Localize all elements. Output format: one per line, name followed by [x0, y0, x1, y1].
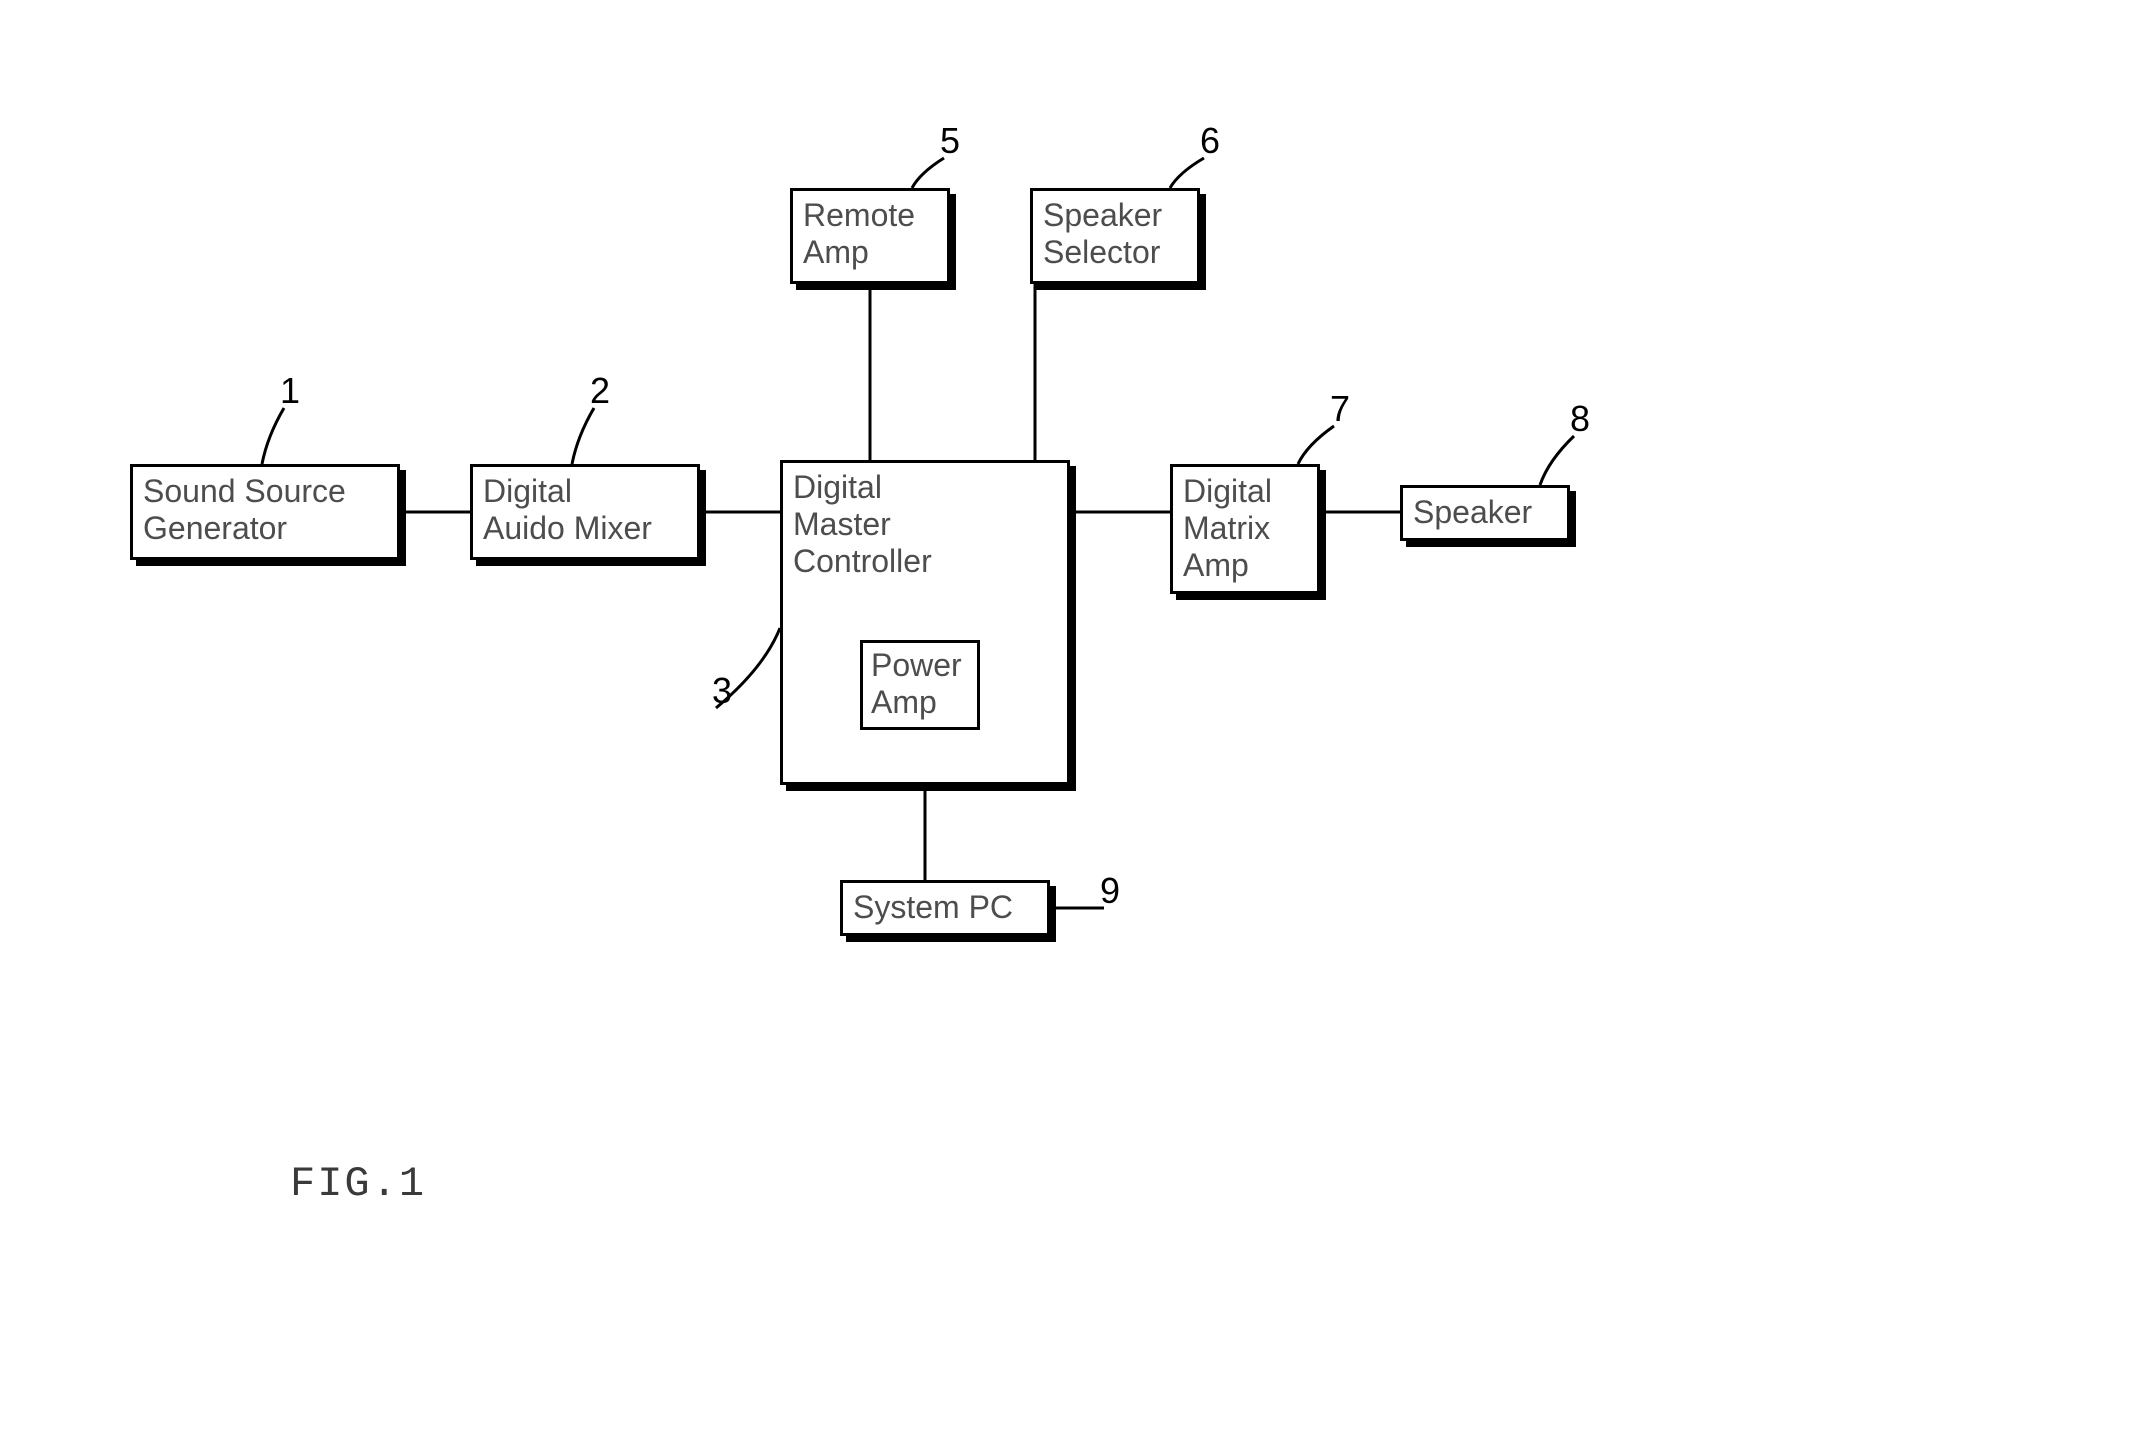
inner-block-label: Power [871, 647, 969, 684]
ref-number-9: 9 [1100, 870, 1120, 912]
block-label: Amp [803, 234, 937, 271]
figure-caption: FIG.1 [290, 1160, 426, 1208]
block-label: Master [793, 506, 1057, 543]
block-label: System PC [853, 889, 1037, 926]
block-label: Generator [143, 510, 387, 547]
block-label: Controller [793, 543, 1057, 580]
inner-block-b3: PowerAmp [860, 640, 980, 730]
ref-number-2: 2 [590, 370, 610, 412]
block-b9: System PC [840, 880, 1050, 936]
ref-number-6: 6 [1200, 120, 1220, 162]
block-label: Amp [1183, 547, 1307, 584]
leader-line [572, 408, 594, 464]
block-label: Digital [1183, 473, 1307, 510]
leader-line [1540, 436, 1574, 485]
block-label: Digital [483, 473, 687, 510]
leader-line [1298, 426, 1334, 464]
ref-number-1: 1 [280, 370, 300, 412]
inner-block-label: Amp [871, 684, 969, 721]
block-b6: SpeakerSelector [1030, 188, 1200, 284]
block-label: Sound Source [143, 473, 387, 510]
ref-number-3: 3 [712, 670, 732, 712]
block-label: Selector [1043, 234, 1187, 271]
block-b1: Sound SourceGenerator [130, 464, 400, 560]
leader-line [912, 158, 944, 188]
ref-number-5: 5 [940, 120, 960, 162]
block-label: Remote [803, 197, 937, 234]
block-b8: Speaker [1400, 485, 1570, 541]
diagram-canvas: Sound SourceGeneratorDigitalAuido MixerD… [0, 0, 2133, 1433]
block-label: Speaker [1413, 494, 1557, 531]
leader-line [1170, 158, 1204, 188]
block-label: Digital [793, 469, 1057, 506]
block-b5: RemoteAmp [790, 188, 950, 284]
block-b3: DigitalMasterController [780, 460, 1070, 785]
leader-line [262, 408, 284, 464]
ref-number-7: 7 [1330, 388, 1350, 430]
block-b2: DigitalAuido Mixer [470, 464, 700, 560]
block-label: Speaker [1043, 197, 1187, 234]
block-b7: DigitalMatrixAmp [1170, 464, 1320, 594]
ref-number-8: 8 [1570, 398, 1590, 440]
block-label: Matrix [1183, 510, 1307, 547]
block-label: Auido Mixer [483, 510, 687, 547]
